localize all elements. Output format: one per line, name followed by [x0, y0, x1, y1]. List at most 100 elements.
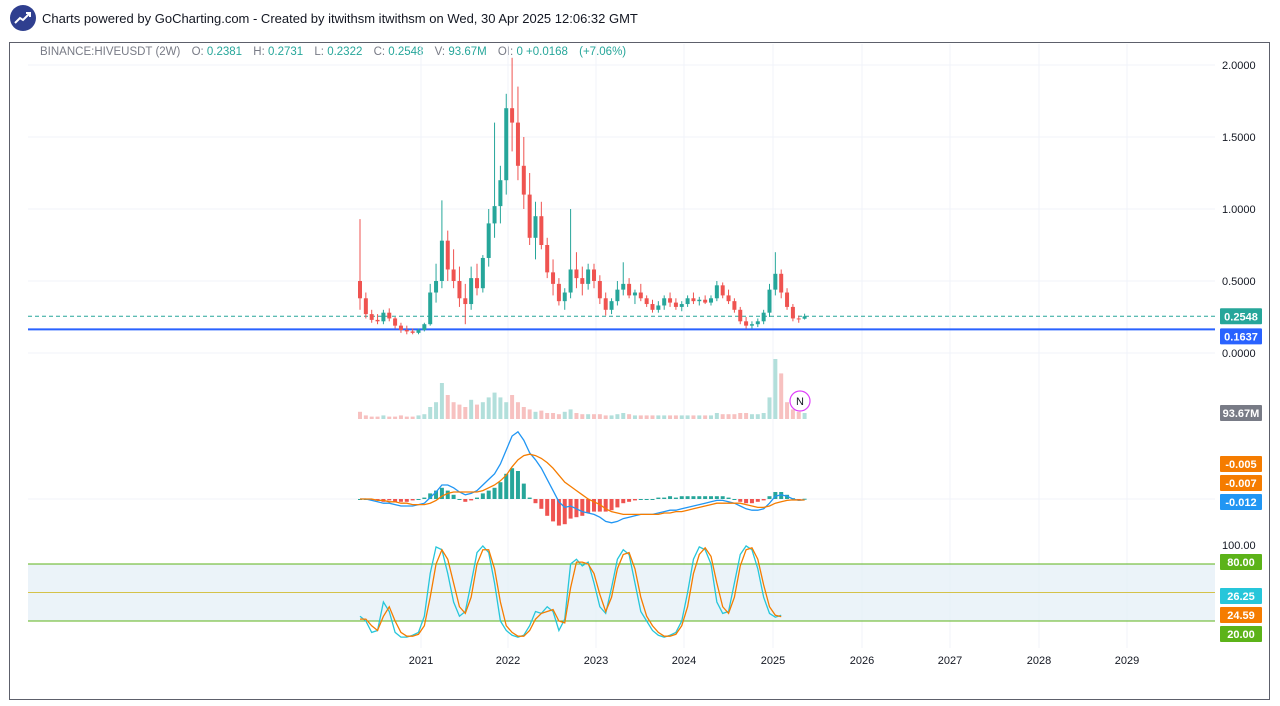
volume-bar [779, 373, 784, 419]
volume-bar [439, 383, 444, 419]
candle-body [726, 295, 731, 302]
volume-bar [767, 397, 772, 419]
candle-body [416, 329, 421, 333]
open-label: O: [191, 46, 204, 58]
change-percent: (+7.06%) [579, 46, 627, 58]
volume-bar [387, 416, 392, 419]
candle-body [486, 223, 491, 258]
volume-bar [726, 414, 731, 419]
low-label: L: [314, 46, 324, 58]
volume-bar [556, 414, 561, 419]
macd-histogram-bar [749, 499, 754, 504]
candle-body [767, 289, 772, 313]
macd-line [360, 430, 805, 524]
volume-bar [627, 414, 632, 419]
candle-body [679, 304, 684, 307]
volume-bar [398, 415, 403, 419]
x-tick-label: 2029 [1115, 655, 1139, 667]
macd-badge-2 [1220, 475, 1262, 491]
candle-body [469, 278, 474, 305]
volume-bar [404, 416, 409, 419]
macd-histogram-bar [533, 499, 538, 504]
macd-histogram-bar [761, 499, 766, 501]
volume-bar [761, 413, 766, 419]
macd-histogram-bar [398, 499, 403, 502]
volume-bar [749, 414, 754, 419]
trend-up-icon[interactable] [10, 5, 36, 31]
candle-body [404, 329, 409, 332]
volume-badge-text: 93.67M [1223, 408, 1260, 420]
stoch-upper-badge-text: 80.00 [1227, 557, 1255, 569]
volume-bar [632, 415, 637, 419]
candle-body [773, 273, 778, 290]
close-value: 0.2548 [388, 46, 424, 58]
stoch-d-badge-text: 24.59 [1227, 610, 1255, 622]
volume-bar [802, 413, 807, 419]
volume-bar [545, 413, 550, 419]
volume-bar [521, 407, 526, 419]
oi-value: 0 [516, 46, 523, 58]
macd-histogram-bar [615, 499, 620, 508]
oi-label: OI: [497, 46, 514, 58]
candle-body [603, 298, 608, 310]
candle-body [410, 331, 415, 333]
volume-label: V: [434, 46, 446, 58]
macd-badge-2-text: -0.007 [1225, 478, 1256, 490]
candle-body [527, 194, 532, 238]
candle-body [445, 240, 450, 270]
volume-value: 93.67M [448, 46, 487, 58]
candle-body [691, 298, 696, 302]
volume-bar [480, 402, 485, 419]
volume-bar [574, 413, 579, 419]
candle-body [463, 298, 468, 305]
candle-body [586, 269, 591, 284]
symbol-label: BINANCE:HIVEUSDT (2W) [40, 46, 181, 58]
macd-histogram-bar [632, 499, 637, 501]
support-price-badge-text: 0.1637 [1224, 331, 1258, 343]
candle-body [369, 314, 374, 320]
macd-histogram-bar [638, 499, 643, 500]
macd-histogram-bar [451, 494, 456, 499]
macd-histogram-bar [650, 499, 655, 500]
volume-bar [498, 397, 503, 419]
macd-histogram-bar [434, 490, 439, 499]
volume-bar [369, 416, 374, 419]
macd-badge-3 [1220, 494, 1262, 510]
candle-body [779, 273, 784, 293]
support-price-badge [1220, 328, 1262, 345]
volume-bar [492, 392, 497, 419]
candle-body [580, 278, 585, 284]
candle-body [714, 285, 719, 299]
macd-histogram-bar [679, 496, 684, 499]
macd-histogram-bar [545, 499, 550, 516]
candle-body [761, 312, 766, 322]
volume-bar [527, 409, 532, 419]
candle-body [492, 206, 497, 224]
volume-bar [363, 415, 368, 419]
volume-bar [533, 411, 538, 419]
macd-badge-1 [1220, 456, 1262, 472]
volume-bar [714, 413, 719, 419]
volume-bar [668, 415, 673, 419]
macd-histogram-bar [592, 499, 596, 512]
volume-bar [504, 402, 509, 419]
volume-bar [679, 415, 684, 419]
volume-bar [662, 415, 667, 419]
candle-body [428, 292, 433, 325]
volume-bar [732, 414, 737, 419]
volume-bar [621, 413, 626, 419]
volume-bar [562, 411, 567, 419]
macd-histogram-bar [492, 487, 497, 499]
current-price-badge-text: 0.2548 [1224, 311, 1258, 323]
volume-bar [586, 414, 591, 419]
x-tick-label: 2023 [584, 655, 608, 667]
macd-histogram-bar [697, 496, 702, 499]
volume-bar [515, 402, 520, 419]
high-value: 0.2731 [268, 46, 304, 58]
volume-bar [568, 409, 573, 419]
volume-bar [410, 416, 415, 419]
candle-body [515, 122, 520, 166]
macd-histogram-bar [603, 499, 608, 512]
change-value: +0.0168 [526, 46, 568, 58]
